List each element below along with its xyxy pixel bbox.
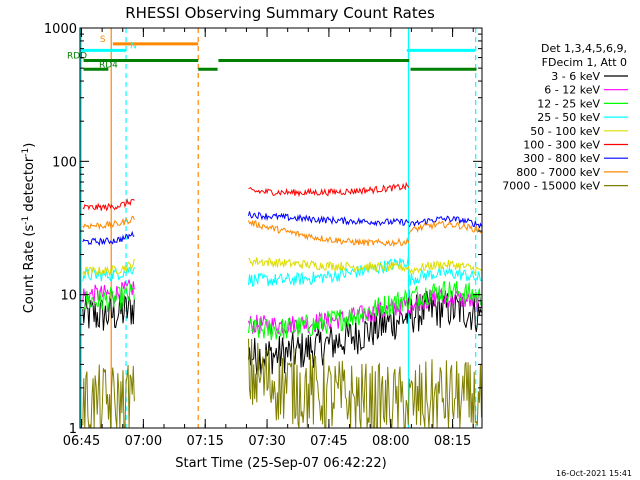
y-label-main: Count Rate (s [22,225,37,314]
x-tick-label-1: 07:00 [125,434,162,449]
plot-area: S N RDD RD4 [67,28,482,429]
timestamp: 16-Oct-2021 15:41 [556,469,632,478]
x-tick-label-4: 07:45 [310,434,347,449]
x-axis: 06:45 07:00 07:15 07:30 07:45 08:00 08:15 [63,28,474,449]
legend-label-7: 800 - 7000 keV [516,166,600,179]
legend: Det 1,3,4,5,6,9, FDecim 1, Att 0 3 - 6 k… [502,42,628,193]
legend-label-3: 25 - 50 keV [537,111,600,124]
legend-header-1: Det 1,3,4,5,6,9, [541,42,627,55]
series-line-4 [82,257,482,277]
legend-label-1: 6 - 12 keV [544,84,600,97]
x-tick-label-0: 06:45 [63,434,100,449]
legend-label-2: 12 - 25 keV [537,97,600,110]
x-tick-label-5: 08:00 [372,434,409,449]
y-tick-label-2: 100 [52,155,77,170]
y-label-sup2: -1 [21,148,31,157]
x-tick-label-6: 08:15 [434,434,471,449]
legend-label-8: 7000 - 15000 keV [502,180,600,193]
y-tick-label-1: 10 [60,289,77,304]
series-line-8 [82,338,482,429]
y-label-mid: detector [22,156,37,216]
y-label-end: ) [22,143,37,148]
legend-label-5: 100 - 300 keV [523,139,600,152]
y-tick-label-3: 1000 [44,22,77,37]
series-line-7 [82,215,482,248]
y-axis: 1 10 100 1000 [44,22,482,437]
legend-label-6: 300 - 800 keV [523,152,600,165]
flag-label-1: N [130,41,137,51]
flag-label-2: RDD [67,52,87,62]
chart-title: RHESSI Observing Summary Count Rates [125,4,435,22]
series-line-2 [82,280,482,341]
plot-frame [79,27,483,429]
series-line-6 [82,211,482,247]
x-tick-label-3: 07:30 [248,434,285,449]
x-axis-label: Start Time (25-Sep-07 06:42:22) [175,456,386,471]
y-label-sup1: -1 [21,216,31,225]
series-line-3 [82,256,482,287]
legend-label-0: 3 - 6 keV [551,70,600,83]
y-tick-label-0: 1 [69,422,77,437]
legend-label-4: 50 - 100 keV [530,125,600,138]
flag-label-0: S [100,35,106,45]
legend-header-2: FDecim 1, Att 0 [542,56,627,69]
series-line-5 [82,181,410,212]
y-axis-label: Count Rate (s-1 detector-1) [21,143,37,314]
flag-label-3: RD4 [99,60,118,70]
x-tick-label-2: 07:15 [186,434,223,449]
